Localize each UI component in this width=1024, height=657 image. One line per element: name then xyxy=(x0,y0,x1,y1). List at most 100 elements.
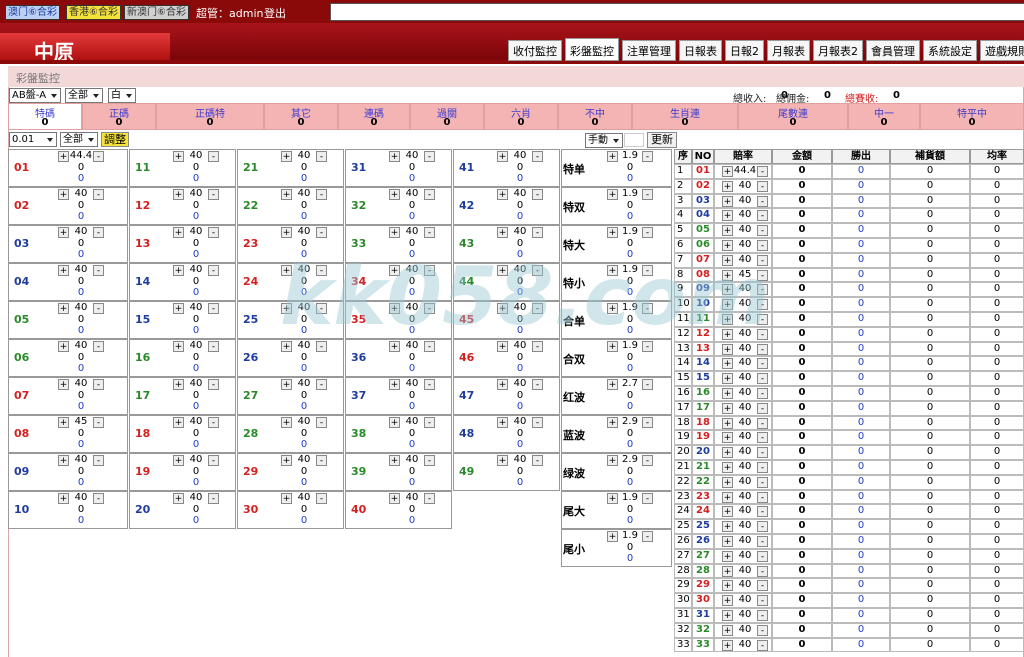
odds-plus[interactable]: + xyxy=(607,189,618,200)
odds-plus[interactable]: + xyxy=(607,531,618,542)
odds-plus[interactable]: + xyxy=(722,432,733,444)
odds-plus[interactable]: + xyxy=(497,455,508,466)
odds-plus[interactable]: + xyxy=(389,493,400,504)
category-cell[interactable] xyxy=(264,103,338,130)
odds-plus[interactable]: + xyxy=(58,265,69,276)
odds-plus[interactable]: + xyxy=(173,493,184,504)
odds-plus[interactable]: + xyxy=(281,227,292,238)
category-cell[interactable] xyxy=(82,103,156,130)
odds-minus[interactable]: - xyxy=(93,303,104,314)
odds-plus[interactable]: + xyxy=(722,550,733,562)
tab[interactable]: 注單管理 xyxy=(622,40,676,61)
tab[interactable]: 月報表 xyxy=(767,40,810,61)
odds-plus[interactable]: + xyxy=(281,189,292,200)
odds-minus[interactable]: - xyxy=(424,493,435,504)
odds-plus[interactable]: + xyxy=(173,189,184,200)
odds-minus[interactable]: - xyxy=(757,166,768,177)
odds-plus[interactable]: + xyxy=(497,189,508,200)
category-cell[interactable] xyxy=(338,103,410,130)
odds-plus[interactable]: + xyxy=(281,265,292,276)
odds-minus[interactable]: - xyxy=(424,455,435,466)
odds-plus[interactable]: + xyxy=(607,493,618,504)
odds-minus[interactable]: - xyxy=(532,379,543,390)
odds-minus[interactable]: - xyxy=(757,358,768,370)
odds-minus[interactable]: - xyxy=(757,417,768,429)
odds-plus[interactable]: + xyxy=(607,379,618,390)
button[interactable]: 更新 xyxy=(647,132,677,148)
odds-minus[interactable]: - xyxy=(532,341,543,352)
select[interactable]: 全部 xyxy=(65,88,103,103)
tab[interactable]: 日報2 xyxy=(725,40,764,61)
site-button[interactable]: 新澳门⑥合彩 xyxy=(124,5,189,20)
odds-plus[interactable]: + xyxy=(58,227,69,238)
category-cell[interactable] xyxy=(156,103,264,130)
odds-minus[interactable]: - xyxy=(93,341,104,352)
odds-plus[interactable]: + xyxy=(722,269,733,281)
odds-minus[interactable]: - xyxy=(424,265,435,276)
odds-plus[interactable]: + xyxy=(722,180,733,192)
site-button[interactable]: 澳门⑥合彩 xyxy=(5,5,60,20)
odds-plus[interactable]: + xyxy=(722,417,733,429)
odds-plus[interactable]: + xyxy=(607,303,618,314)
category-cell[interactable] xyxy=(558,103,632,130)
odds-minus[interactable]: - xyxy=(208,341,219,352)
odds-minus[interactable]: - xyxy=(93,151,104,162)
odds-minus[interactable]: - xyxy=(642,531,653,542)
odds-minus[interactable]: - xyxy=(208,417,219,428)
odds-minus[interactable]: - xyxy=(208,265,219,276)
odds-plus[interactable]: + xyxy=(497,151,508,162)
site-button[interactable]: 香港⑥合彩 xyxy=(66,5,121,20)
odds-minus[interactable]: - xyxy=(757,550,768,562)
odds-minus[interactable]: - xyxy=(757,639,768,651)
odds-plus[interactable]: + xyxy=(58,417,69,428)
odds-minus[interactable]: - xyxy=(424,189,435,200)
odds-plus[interactable]: + xyxy=(173,417,184,428)
odds-minus[interactable]: - xyxy=(316,379,327,390)
tab[interactable]: 日報表 xyxy=(679,40,722,61)
odds-plus[interactable]: + xyxy=(389,455,400,466)
odds-plus[interactable]: + xyxy=(722,314,733,325)
odds-minus[interactable]: - xyxy=(757,373,768,385)
tab[interactable]: 遊戲規則 xyxy=(980,40,1024,61)
odds-minus[interactable]: - xyxy=(424,379,435,390)
odds-plus[interactable]: + xyxy=(281,303,292,314)
category-cell[interactable] xyxy=(632,103,738,130)
category-cell[interactable] xyxy=(484,103,558,130)
odds-minus[interactable]: - xyxy=(532,303,543,314)
odds-plus[interactable]: + xyxy=(722,447,733,459)
odds-minus[interactable]: - xyxy=(757,225,768,237)
odds-plus[interactable]: + xyxy=(722,595,733,607)
odds-plus[interactable]: + xyxy=(607,417,618,428)
odds-minus[interactable]: - xyxy=(316,455,327,466)
odds-plus[interactable]: + xyxy=(281,493,292,504)
odds-minus[interactable]: - xyxy=(93,417,104,428)
tab[interactable]: 月報表2 xyxy=(813,40,863,61)
odds-plus[interactable]: + xyxy=(722,225,733,237)
odds-minus[interactable]: - xyxy=(316,303,327,314)
odds-plus[interactable]: + xyxy=(722,639,733,651)
odds-minus[interactable]: - xyxy=(757,432,768,444)
odds-minus[interactable]: - xyxy=(93,265,104,276)
odds-minus[interactable]: - xyxy=(208,189,219,200)
odds-plus[interactable]: + xyxy=(722,358,733,370)
odds-minus[interactable]: - xyxy=(93,455,104,466)
odds-minus[interactable]: - xyxy=(316,151,327,162)
category-cell[interactable] xyxy=(410,103,484,130)
odds-plus[interactable]: + xyxy=(58,303,69,314)
odds-minus[interactable]: - xyxy=(208,493,219,504)
odds-minus[interactable]: - xyxy=(208,151,219,162)
odds-minus[interactable]: - xyxy=(93,189,104,200)
odds-minus[interactable]: - xyxy=(532,151,543,162)
odds-plus[interactable]: + xyxy=(497,417,508,428)
odds-minus[interactable]: - xyxy=(757,240,768,251)
odds-plus[interactable]: + xyxy=(497,341,508,352)
odds-plus[interactable]: + xyxy=(173,341,184,352)
category-cell[interactable] xyxy=(738,103,848,130)
odds-minus[interactable]: - xyxy=(642,341,653,352)
odds-plus[interactable]: + xyxy=(281,417,292,428)
odds-minus[interactable]: - xyxy=(757,195,768,207)
odds-minus[interactable]: - xyxy=(757,388,768,399)
odds-minus[interactable]: - xyxy=(532,227,543,238)
odds-minus[interactable]: - xyxy=(316,341,327,352)
button[interactable]: 調整 xyxy=(101,132,129,147)
